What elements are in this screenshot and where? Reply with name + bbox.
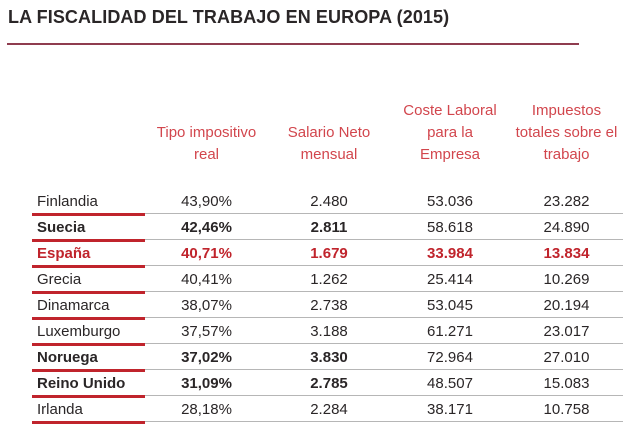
cell-tax-rate: 40,41% [181, 271, 232, 288]
page-title: LA FISCALIDAD DEL TRABAJO EN EUROPA (201… [8, 7, 450, 27]
cell-tax-rate: 43,90% [181, 193, 232, 210]
cell-total-taxes: 23.017 [543, 323, 590, 340]
cell-total-taxes: 10.758 [543, 401, 590, 418]
header-line: mensual [300, 146, 358, 163]
table-row: Luxemburgo 37,57% 3.188 61.271 23.017 [32, 318, 623, 346]
table-header-row: Tipo impositivo real Salario Neto mensua… [32, 88, 623, 166]
cell-tax-rate: 40,71% [181, 245, 232, 262]
cell-tax-rate: 37,57% [181, 323, 232, 340]
cell-country: España [37, 245, 91, 262]
cell-net-salary: 1.679 [310, 245, 348, 262]
column-header-labor-cost: Coste Laboral para la Empresa [390, 100, 510, 166]
header-line: para la [427, 124, 473, 141]
cell-labor-cost: 53.045 [427, 297, 473, 314]
cell-tax-rate: 31,09% [181, 375, 232, 392]
cell-labor-cost: 33.984 [427, 245, 473, 262]
table-row: Suecia 42,46% 2.811 58.618 24.890 [32, 214, 623, 242]
table-row: España 40,71% 1.679 33.984 13.834 [32, 240, 623, 268]
cell-net-salary: 3.830 [310, 349, 348, 366]
cell-total-taxes: 24.890 [543, 219, 590, 236]
cell-net-salary: 2.811 [310, 219, 348, 236]
column-header-net-salary: Salario Neto mensual [268, 122, 390, 166]
cell-net-salary: 2.785 [310, 375, 348, 392]
tax-table: Tipo impositivo real Salario Neto mensua… [32, 88, 623, 424]
header-line: trabajo [543, 146, 590, 163]
header-line: Empresa [419, 146, 481, 163]
cell-country: Finlandia [37, 193, 98, 210]
cell-country: Irlanda [37, 401, 83, 418]
table-row: Reino Unido 31,09% 2.785 48.507 15.083 [32, 370, 623, 398]
cell-net-salary: 3.188 [310, 323, 348, 340]
cell-country: Luxemburgo [37, 323, 121, 340]
cell-total-taxes: 10.269 [543, 271, 590, 288]
cell-labor-cost: 38.171 [427, 401, 473, 418]
header-line: totales sobre el [515, 124, 618, 141]
cell-total-taxes: 20.194 [543, 297, 590, 314]
column-header-total-taxes: Impuestos totales sobre el trabajo [510, 100, 623, 166]
table-row: Noruega 37,02% 3.830 72.964 27.010 [32, 344, 623, 372]
cell-net-salary: 2.284 [310, 401, 348, 418]
table-row: Finlandia 43,90% 2.480 53.036 23.282 [32, 188, 623, 216]
cell-labor-cost: 58.618 [427, 219, 473, 236]
cell-net-salary: 1.262 [310, 271, 348, 288]
cell-tax-rate: 42,46% [181, 219, 232, 236]
cell-net-salary: 2.480 [310, 193, 348, 210]
header-line: Impuestos [531, 102, 602, 119]
cell-labor-cost: 72.964 [427, 349, 473, 366]
cell-country: Reino Unido [37, 375, 126, 392]
cell-country: Noruega [37, 349, 98, 366]
cell-labor-cost: 48.507 [427, 375, 473, 392]
header-line: Tipo impositivo [156, 124, 257, 141]
column-header-tax-rate: Tipo impositivo real [145, 122, 268, 166]
cell-country: Grecia [37, 271, 82, 288]
table-row: Irlanda 28,18% 2.284 38.171 10.758 [32, 396, 623, 424]
cell-total-taxes: 13.834 [543, 245, 590, 262]
cell-country: Suecia [37, 219, 86, 236]
cell-tax-rate: 38,07% [181, 297, 232, 314]
cell-tax-rate: 37,02% [181, 349, 232, 366]
header-line: Salario Neto [287, 124, 371, 141]
cell-labor-cost: 25.414 [427, 271, 473, 288]
table-row: Dinamarca 38,07% 2.738 53.045 20.194 [32, 292, 623, 320]
table-body: Finlandia 43,90% 2.480 53.036 23.282 Sue… [32, 188, 623, 424]
cell-country: Dinamarca [37, 297, 110, 314]
cell-labor-cost: 61.271 [427, 323, 473, 340]
cell-labor-cost: 53.036 [427, 193, 473, 210]
cell-total-taxes: 23.282 [543, 193, 590, 210]
header-line: Coste Laboral [403, 102, 497, 119]
table-row: Grecia 40,41% 1.262 25.414 10.269 [32, 266, 623, 294]
cell-total-taxes: 15.083 [543, 375, 590, 392]
cell-total-taxes: 27.010 [543, 349, 590, 366]
cell-tax-rate: 28,18% [181, 401, 232, 418]
header-line: real [193, 146, 219, 163]
title-underline [7, 43, 579, 45]
cell-net-salary: 2.738 [310, 297, 348, 314]
